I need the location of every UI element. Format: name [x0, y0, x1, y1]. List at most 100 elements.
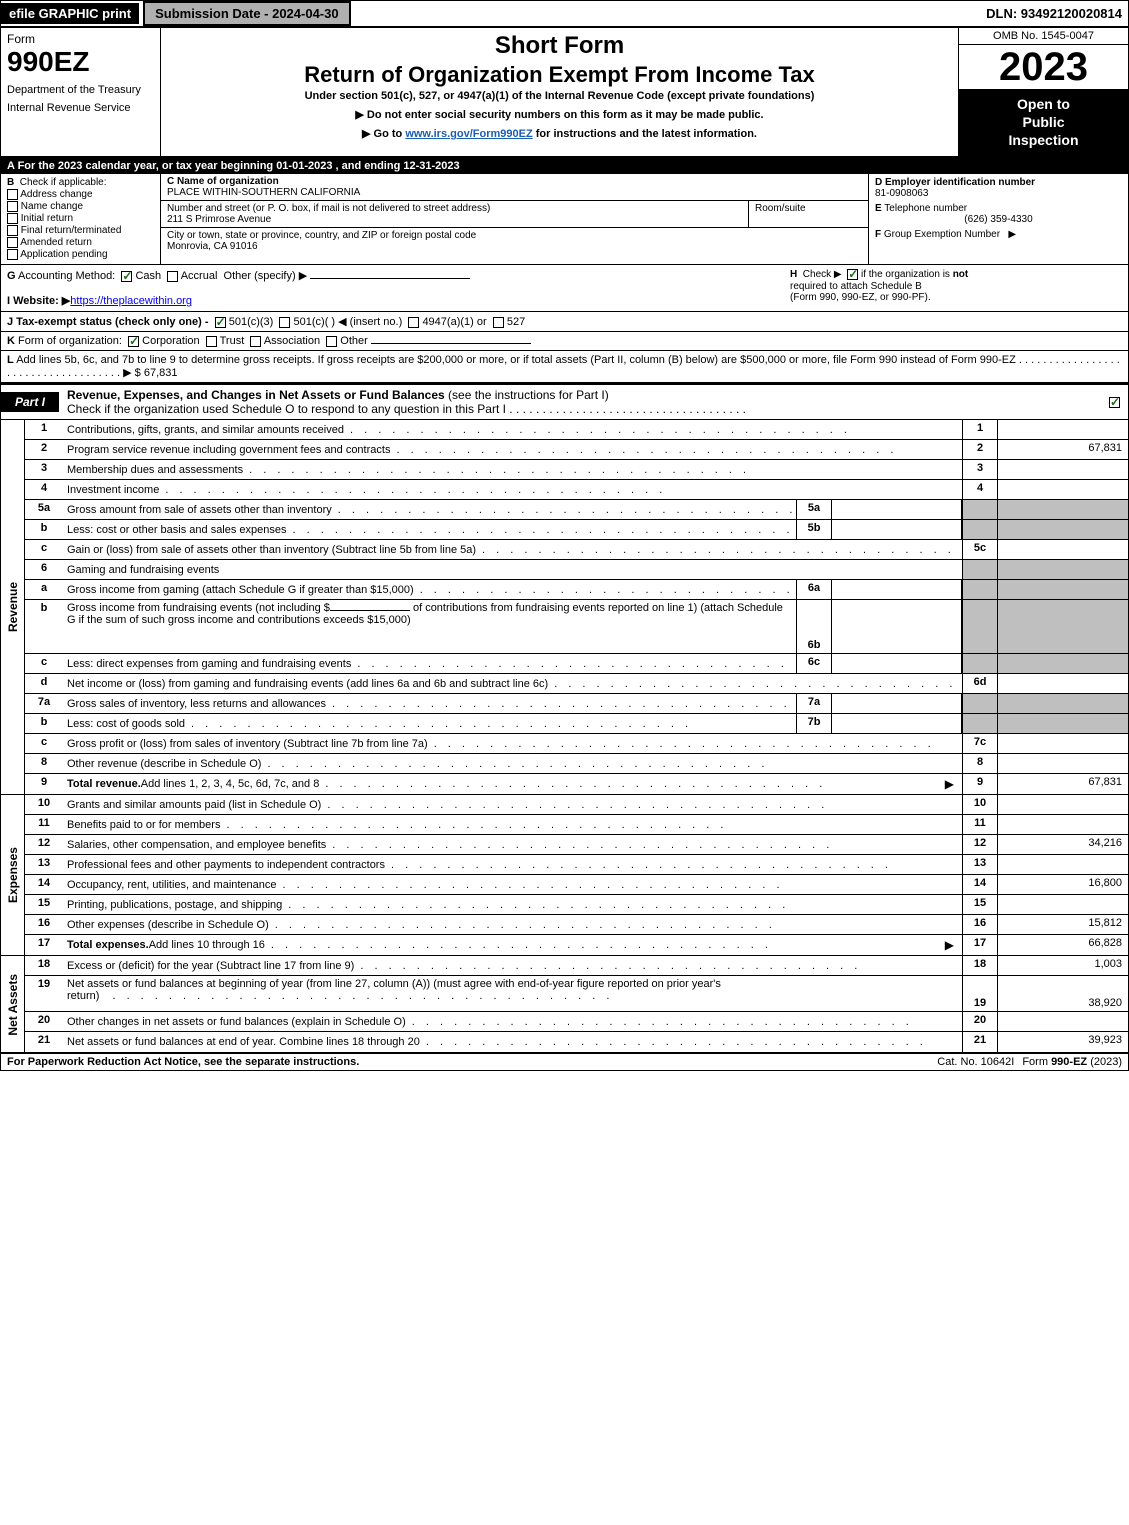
line-desc: Program service revenue including govern… — [63, 440, 962, 459]
netassets-label-text: Net Assets — [6, 974, 20, 1036]
line-val — [998, 674, 1128, 693]
dots: . . . . . . . . . . . . . . . . . . . . … — [321, 799, 958, 811]
check-cash[interactable] — [121, 271, 132, 282]
check-name-change[interactable]: Name change — [7, 201, 154, 212]
line-row: 15 Printing, publications, postage, and … — [25, 895, 1128, 915]
website-link[interactable]: https://theplacewithin.org — [70, 295, 192, 307]
line-rnum: 3 — [962, 460, 998, 479]
line-desc: Other revenue (describe in Schedule O). … — [63, 754, 962, 773]
line-row: 3 Membership dues and assessments . . . … — [25, 460, 1128, 480]
dots: . . . . . . . . . . . . . . . . . . . . … — [282, 899, 958, 911]
line-desc: Gain or (loss) from sale of assets other… — [63, 540, 962, 559]
check-501c[interactable] — [279, 317, 290, 328]
check-label-1: Name change — [21, 201, 83, 212]
form-word: Form — [7, 32, 154, 46]
check-corp[interactable] — [128, 336, 139, 347]
part1-label: Part I — [1, 392, 59, 412]
line-row: 1 Contributions, gifts, grants, and simi… — [25, 420, 1128, 440]
line-rnum-grey — [962, 654, 998, 673]
h-not: not — [953, 270, 969, 281]
check-accrual[interactable] — [167, 271, 178, 282]
line-desc: Gross profit or (loss) from sales of inv… — [63, 734, 962, 753]
line-rnum: 13 — [962, 855, 998, 874]
line-num: b — [25, 714, 63, 733]
line-num: 15 — [25, 895, 63, 914]
check-527[interactable] — [493, 317, 504, 328]
j-opt1: 501(c)(3) — [229, 316, 274, 328]
check-assoc[interactable] — [250, 336, 261, 347]
check-schedule-o[interactable] — [1109, 397, 1120, 408]
line-desc: Gross income from gaming (attach Schedul… — [63, 580, 796, 599]
line-num: 8 — [25, 754, 63, 773]
check-address-change[interactable]: Address change — [7, 189, 154, 200]
line-rnum-grey — [962, 560, 998, 579]
sub-num: 6b — [796, 600, 832, 653]
dots: . . . . . . . . . . . . . . . . . . . . … — [548, 678, 958, 690]
line-row: 20 Other changes in net assets or fund b… — [25, 1012, 1128, 1032]
footer-right: Form 990-EZ (2023) — [1022, 1056, 1122, 1068]
line-rnum: 15 — [962, 895, 998, 914]
check-amended[interactable]: Amended return — [7, 237, 154, 248]
line-row: 6 Gaming and fundraising events — [25, 560, 1128, 580]
footer-left: For Paperwork Reduction Act Notice, see … — [7, 1056, 929, 1068]
open3: Inspection — [963, 131, 1124, 149]
f-text: Group Exemption Number — [884, 229, 1000, 240]
check-schedule-b[interactable] — [847, 269, 858, 280]
street-cell: Number and street (or P. O. box, if mail… — [161, 201, 748, 227]
line-num: 18 — [25, 956, 63, 975]
line-num: 3 — [25, 460, 63, 479]
k-opt2: Association — [264, 335, 320, 347]
line-row: 16 Other expenses (describe in Schedule … — [25, 915, 1128, 935]
line-row: 13 Professional fees and other payments … — [25, 855, 1128, 875]
j-opt3: 4947(a)(1) or — [422, 316, 486, 328]
line-val — [998, 460, 1128, 479]
line-rnum: 7c — [962, 734, 998, 753]
line-val — [998, 754, 1128, 773]
part1-subtitle: Check if the organization used Schedule … — [67, 402, 506, 416]
check-initial-return[interactable]: Initial return — [7, 213, 154, 224]
line-rnum: 21 — [962, 1032, 998, 1052]
line-rnum: 6d — [962, 674, 998, 693]
sub-num: 6c — [796, 654, 832, 673]
sub-num: 7a — [796, 694, 832, 713]
line-row: 19 Net assets or fund balances at beginn… — [25, 976, 1128, 1012]
footer-right-post: (2023) — [1087, 1056, 1122, 1068]
line-val: 38,920 — [998, 976, 1128, 1011]
check-trust[interactable] — [206, 336, 217, 347]
irs-link[interactable]: www.irs.gov/Form990EZ — [405, 128, 532, 140]
sub-val — [832, 500, 962, 519]
line-row: 8 Other revenue (describe in Schedule O)… — [25, 754, 1128, 774]
line-rnum: 12 — [962, 835, 998, 854]
check-final-return[interactable]: Final return/terminated — [7, 225, 154, 236]
dots: . . . . . . . . . . . . . . . . . . . . … — [332, 504, 792, 516]
instr2-post: for instructions and the latest informat… — [533, 128, 757, 140]
dots: . . . . . . . . . . . . . . . . . . . . … — [287, 524, 792, 536]
city-value: Monrovia, CA 91016 — [167, 241, 258, 252]
arrow-icon: ▶ — [941, 777, 958, 791]
line-desc: Net assets or fund balances at end of ye… — [63, 1032, 962, 1052]
line-rnum: 20 — [962, 1012, 998, 1031]
line-desc: Gross income from fundraising events (no… — [63, 600, 796, 653]
line-row: 7a Gross sales of inventory, less return… — [25, 694, 1128, 714]
check-app-pending[interactable]: Application pending — [7, 249, 154, 260]
line-desc: Printing, publications, postage, and shi… — [63, 895, 962, 914]
check-501c3[interactable] — [215, 317, 226, 328]
footer-right-bold: 990-EZ — [1051, 1056, 1087, 1068]
c-text: Name of organization — [177, 176, 279, 187]
check-4947[interactable] — [408, 317, 419, 328]
line-row: 2 Program service revenue including gove… — [25, 440, 1128, 460]
line-num: 19 — [25, 976, 63, 1011]
check-other-org[interactable] — [326, 336, 337, 347]
block-b-left: B Check if applicable: Address change Na… — [1, 174, 161, 265]
line-val — [998, 815, 1128, 834]
efile-label: efile GRAPHIC print — [1, 3, 139, 24]
line-rnum: 5c — [962, 540, 998, 559]
part1-title-text: Revenue, Expenses, and Changes in Net As… — [67, 388, 445, 402]
l-value: 67,831 — [144, 367, 178, 379]
org-name: PLACE WITHIN-SOUTHERN CALIFORNIA — [167, 187, 360, 198]
line-desc: Salaries, other compensation, and employ… — [63, 835, 962, 854]
h-letter: H — [790, 270, 797, 281]
j-text: J Tax-exempt status (check only one) - — [7, 316, 209, 328]
i-label: I Website: ▶ — [7, 295, 70, 307]
line-val-grey — [998, 500, 1128, 519]
